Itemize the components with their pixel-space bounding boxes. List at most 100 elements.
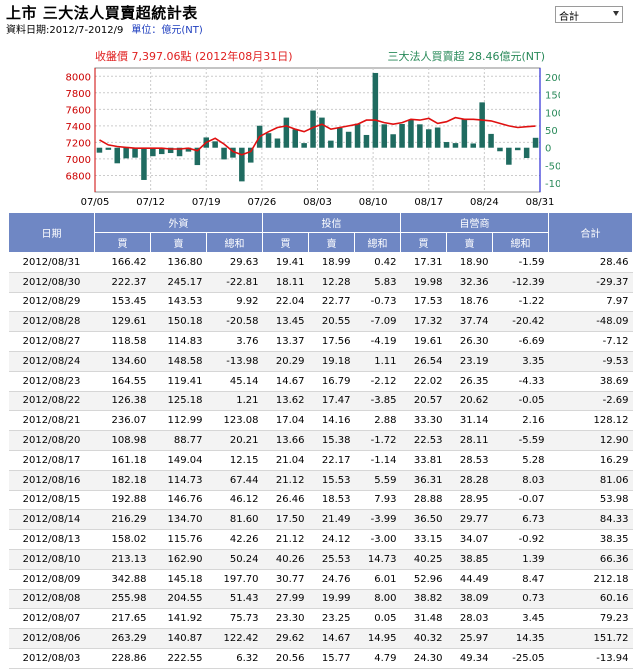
table-row: 2012/08/10 213.13 162.90 50.24 40.26 25.53 14.… — [8, 549, 633, 570]
cell-dealer-buy: 20.57 — [400, 391, 447, 412]
cell-trust-net: -2.12 — [354, 371, 401, 392]
cell-trust-buy: 13.62 — [262, 391, 309, 412]
cell-dealer-net: -0.05 — [492, 391, 549, 412]
cell-trust-sell: 16.79 — [308, 371, 355, 392]
cell-foreign-net: 81.60 — [206, 509, 263, 531]
net-buy-bar — [247, 147, 254, 163]
cell-foreign-buy: 164.55 — [94, 371, 151, 392]
cell-trust-buy: 13.37 — [262, 331, 309, 352]
cell-foreign-sell: 150.18 — [150, 311, 207, 333]
col-header-dealer-net: 總和 — [491, 232, 550, 253]
net-buy-bar — [230, 147, 236, 158]
cell-trust-net: 1.11 — [354, 351, 401, 372]
cell-dealer-net: -4.33 — [492, 371, 549, 392]
cell-trust-buy: 29.62 — [262, 628, 309, 649]
cell-dealer-net: 3.35 — [492, 351, 549, 372]
net-buy-bar — [417, 124, 423, 148]
chevron-down-icon — [613, 11, 619, 16]
cell-total: -9.53 — [548, 351, 633, 372]
net-buy-bar — [283, 117, 290, 148]
cell-trust-sell: 15.38 — [308, 430, 355, 451]
cell-dealer-buy: 31.48 — [400, 608, 447, 630]
cell-total: 151.72 — [548, 628, 633, 649]
cell-foreign-sell: 119.41 — [150, 371, 207, 392]
cell-foreign-net: 197.70 — [206, 569, 263, 590]
col-header-trust-net: 總和 — [354, 232, 401, 253]
net-buy-table: 日期 外資 投信 自營商 合計 買 賣 總和 買 賣 總和 買 賣 總和 201… — [8, 212, 634, 669]
cell-trust-sell: 19.18 — [308, 351, 355, 372]
cell-total: 53.98 — [548, 490, 633, 511]
table-row: 2012/08/14 216.29 134.70 81.60 17.50 21.49 -3.… — [8, 509, 633, 531]
net-buy-bar — [301, 143, 307, 148]
chart-left-title: 收盤價 7,397.06點 (2012年08月31日) — [95, 49, 293, 63]
cell-foreign-sell: 146.76 — [150, 490, 207, 511]
cell-foreign-buy: 342.88 — [94, 569, 151, 590]
cell-foreign-net: 12.15 — [206, 450, 263, 471]
net-buy-bar — [532, 137, 539, 148]
cell-date: 2012/08/28 — [8, 311, 95, 333]
net-buy-bar — [123, 147, 129, 159]
cell-trust-sell: 15.77 — [308, 648, 355, 669]
net-buy-bar — [114, 147, 121, 164]
cell-dealer-buy: 28.88 — [400, 490, 447, 511]
cell-dealer-sell: 38.85 — [446, 549, 493, 570]
table-row: 2012/08/24 134.60 148.58 -13.98 20.29 19.18 1.… — [8, 351, 633, 372]
right-tick-label: 150 — [545, 91, 560, 102]
close-price-line — [99, 116, 536, 156]
cell-foreign-net: 122.42 — [206, 628, 263, 649]
cell-dealer-net: 8.47 — [492, 569, 549, 590]
cell-dealer-buy: 17.31 — [400, 252, 447, 273]
cell-dealer-sell: 26.35 — [446, 371, 493, 392]
cell-foreign-buy: 228.86 — [94, 648, 151, 669]
table-row: 2012/08/21 236.07 112.99 123.08 17.04 14.16 2.… — [8, 410, 633, 432]
cell-trust-buy: 17.50 — [262, 509, 309, 531]
right-tick-label: 100 — [545, 108, 560, 119]
cell-foreign-sell: 88.77 — [150, 430, 207, 451]
cell-dealer-net: 6.73 — [492, 509, 549, 531]
net-buy-bar — [319, 117, 325, 148]
cell-total: 84.33 — [548, 509, 633, 531]
cell-foreign-net: 29.63 — [206, 252, 263, 273]
cell-foreign-net: 50.24 — [206, 549, 263, 570]
net-buy-bar — [434, 127, 441, 148]
cell-trust-sell: 19.99 — [308, 589, 355, 610]
cell-foreign-net: 20.21 — [206, 430, 263, 451]
cell-dealer-net: 1.39 — [492, 549, 549, 570]
cell-foreign-net: 123.08 — [206, 410, 263, 432]
cell-foreign-sell: 145.18 — [150, 569, 207, 590]
net-buy-bar — [506, 147, 512, 165]
cell-dealer-net: -0.07 — [492, 490, 549, 511]
net-buy-bar — [497, 147, 503, 152]
col-header-dealer: 自營商 — [399, 212, 550, 233]
cell-total: 212.18 — [548, 569, 633, 590]
cell-foreign-net: 67.44 — [206, 470, 263, 491]
net-buy-bar — [212, 141, 218, 148]
cell-dealer-buy: 22.02 — [400, 371, 447, 392]
cell-foreign-sell: 245.17 — [150, 272, 207, 293]
cell-trust-buy: 19.41 — [262, 252, 309, 273]
cell-foreign-buy: 216.29 — [94, 509, 151, 531]
cell-dealer-sell: 34.07 — [446, 529, 493, 550]
left-tick-label: 7800 — [66, 89, 91, 100]
cell-foreign-sell: 114.83 — [150, 331, 207, 352]
cell-dealer-sell: 28.28 — [446, 470, 493, 491]
cell-foreign-sell: 162.90 — [150, 549, 207, 570]
net-buy-bar — [185, 147, 192, 152]
cell-trust-sell: 24.76 — [308, 569, 355, 590]
cell-foreign-buy: 118.58 — [94, 331, 151, 352]
cell-dealer-net: -25.05 — [492, 648, 549, 669]
cell-foreign-buy: 213.13 — [94, 549, 151, 570]
col-header-dealer-sell: 賣 — [446, 232, 493, 253]
cell-date: 2012/08/29 — [8, 292, 95, 313]
cell-foreign-net: -22.81 — [206, 272, 263, 293]
summary-select[interactable]: 合計 — [555, 6, 623, 23]
cell-foreign-net: -13.98 — [206, 351, 263, 372]
cell-trust-net: -4.19 — [354, 331, 401, 352]
table-header-row-1: 日期 外資 投信 自營商 合計 — [8, 212, 634, 253]
cell-trust-buy: 22.04 — [262, 292, 309, 313]
cell-trust-sell: 24.12 — [308, 529, 355, 550]
cell-trust-buy: 26.46 — [262, 490, 309, 511]
cell-dealer-net: 8.03 — [492, 470, 549, 491]
cell-trust-sell: 25.53 — [308, 549, 355, 570]
net-buy-bar — [443, 142, 450, 148]
